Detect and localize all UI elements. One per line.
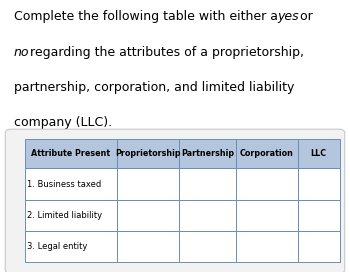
Text: partnership, corporation, and limited liability: partnership, corporation, and limited li… [14,81,294,94]
Text: yes: yes [278,10,299,23]
Text: regarding the attributes of a proprietorship,: regarding the attributes of a proprietor… [26,46,304,59]
Text: Attribute Present: Attribute Present [31,149,111,158]
Text: 2. Limited liability: 2. Limited liability [27,211,103,220]
Text: company (LLC).: company (LLC). [14,116,112,129]
Text: Corporation: Corporation [240,149,294,158]
Text: 1. Business taxed: 1. Business taxed [27,180,101,188]
Text: Partnership: Partnership [181,149,234,158]
Text: no: no [14,46,29,59]
Text: Proprietorship: Proprietorship [115,149,181,158]
Text: or: or [296,10,313,23]
Text: Complete the following table with either a: Complete the following table with either… [14,10,282,23]
Text: 3. Legal entity: 3. Legal entity [27,242,88,251]
Text: LLC: LLC [310,149,327,158]
